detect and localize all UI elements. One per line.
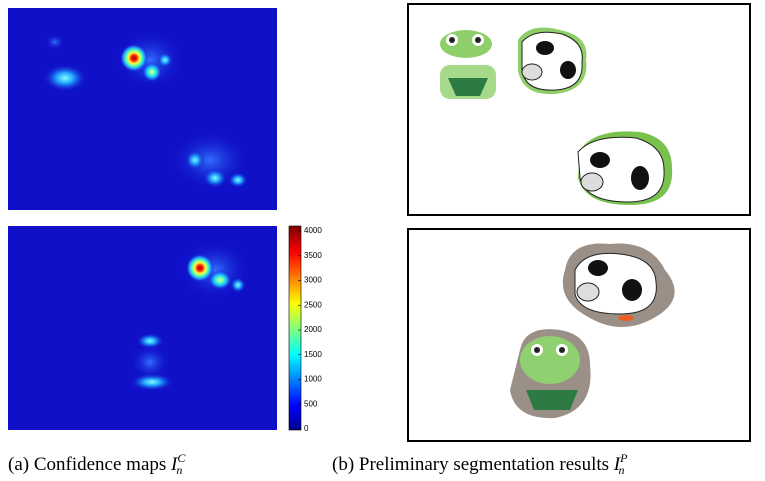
tick-label: 2000 <box>304 325 322 334</box>
subscript: n <box>618 463 624 477</box>
figure: 0 500 1000 1500 2000 2500 3000 3500 4000 (a) Con… <box>0 0 765 481</box>
tick-label: 0 <box>304 424 309 433</box>
tick-label: 3000 <box>304 276 322 285</box>
confidence-map-1 <box>8 8 277 210</box>
tick-label: 500 <box>304 399 318 408</box>
tick-label: 1000 <box>304 375 322 384</box>
caption-text: (a) Confidence maps <box>8 454 166 475</box>
tick-label: 4000 <box>304 226 322 235</box>
tick-label: 1500 <box>304 350 322 359</box>
colorbar-gradient <box>289 226 301 430</box>
cow <box>578 131 672 205</box>
confidence-map-2 <box>8 226 277 430</box>
colorbar: 0 500 1000 1500 2000 2500 3000 3500 4000 <box>289 226 322 433</box>
tick-label: 2500 <box>304 300 322 309</box>
cow <box>575 253 656 314</box>
cow <box>518 28 586 95</box>
subscript: n <box>176 463 182 477</box>
tick-label: 3500 <box>304 251 322 260</box>
caption-text: (b) Preliminary segmentation results <box>332 454 609 475</box>
segmentation-result-1 <box>408 4 750 215</box>
segmentation-result-2 <box>408 229 750 441</box>
